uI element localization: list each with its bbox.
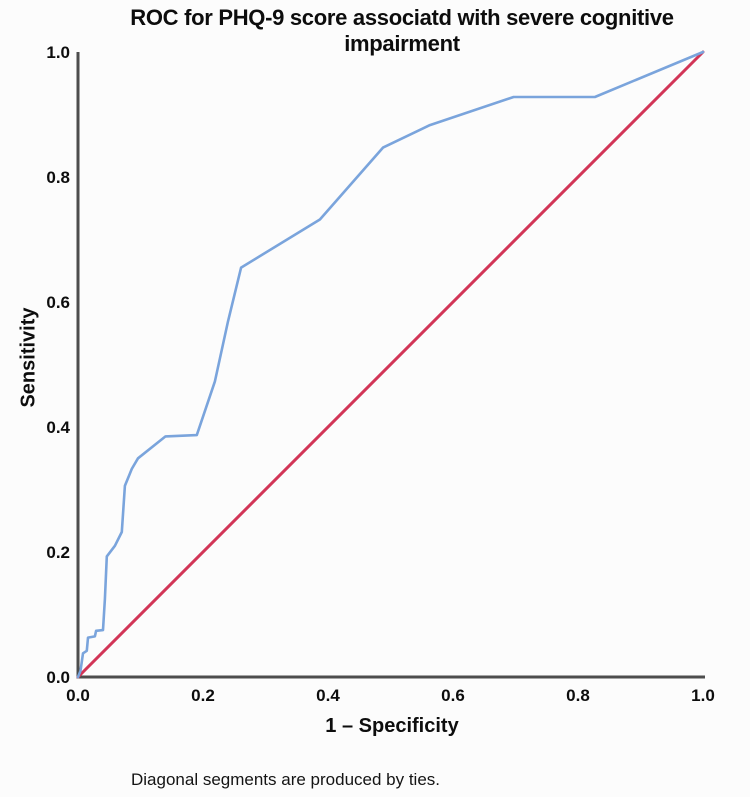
y-axis-title: Sensitivity [17, 307, 40, 408]
reference-diagonal-line [76, 50, 705, 679]
chart-title: ROC for PHQ-9 score associatd with sever… [130, 5, 674, 56]
x-axis-title: 1 – Specificity [325, 715, 459, 737]
roc-curve-line [76, 50, 705, 679]
footnote: Diagonal segments are produced by ties. [131, 770, 441, 789]
